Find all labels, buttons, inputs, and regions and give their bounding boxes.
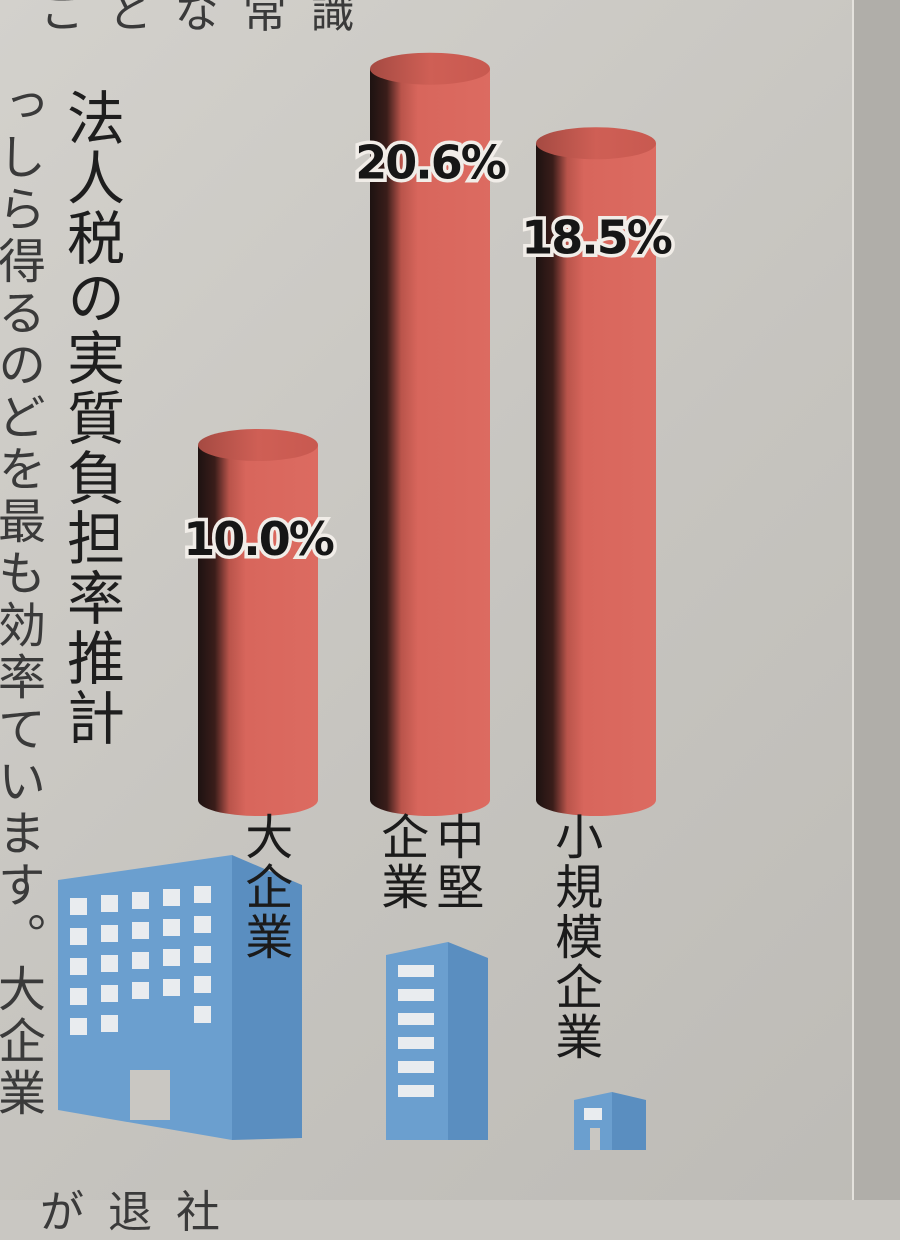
- category-label-medium: 中堅企業: [372, 812, 484, 912]
- article-left-column: っしら得るのどを最も効率ています。大企業は、こ: [0, 80, 45, 1120]
- bar-value-label: 10.0%: [183, 512, 333, 566]
- bar-value-label: 20.6%: [355, 136, 505, 190]
- chart-title: 法人税の実質負担率推計: [57, 88, 125, 748]
- bar-top-cap: [198, 429, 318, 461]
- bar-chart: 10.0% 20.6% 18.5%: [58, 52, 677, 1150]
- medium-building-icon: [386, 942, 488, 1140]
- bar-top-cap: [536, 127, 656, 160]
- category-label-small: 小規模企業: [546, 812, 603, 1062]
- article-top-fragment: ことな常識: [40, 0, 379, 38]
- bar-value-label: 18.5%: [521, 210, 671, 264]
- category-label-large: 大企業: [236, 812, 293, 962]
- bar-large-enterprise: [198, 429, 318, 816]
- bar-small-enterprise: [536, 127, 656, 816]
- bar-body: [536, 143, 656, 816]
- bar-body: [370, 68, 490, 816]
- bar-body: [198, 445, 318, 816]
- bar-medium-enterprise: [370, 52, 490, 816]
- torn-paper-edge: [852, 0, 900, 1200]
- bar-top-cap: [370, 52, 490, 85]
- small-building-icon: [574, 1092, 646, 1150]
- large-building-icon: [58, 855, 302, 1140]
